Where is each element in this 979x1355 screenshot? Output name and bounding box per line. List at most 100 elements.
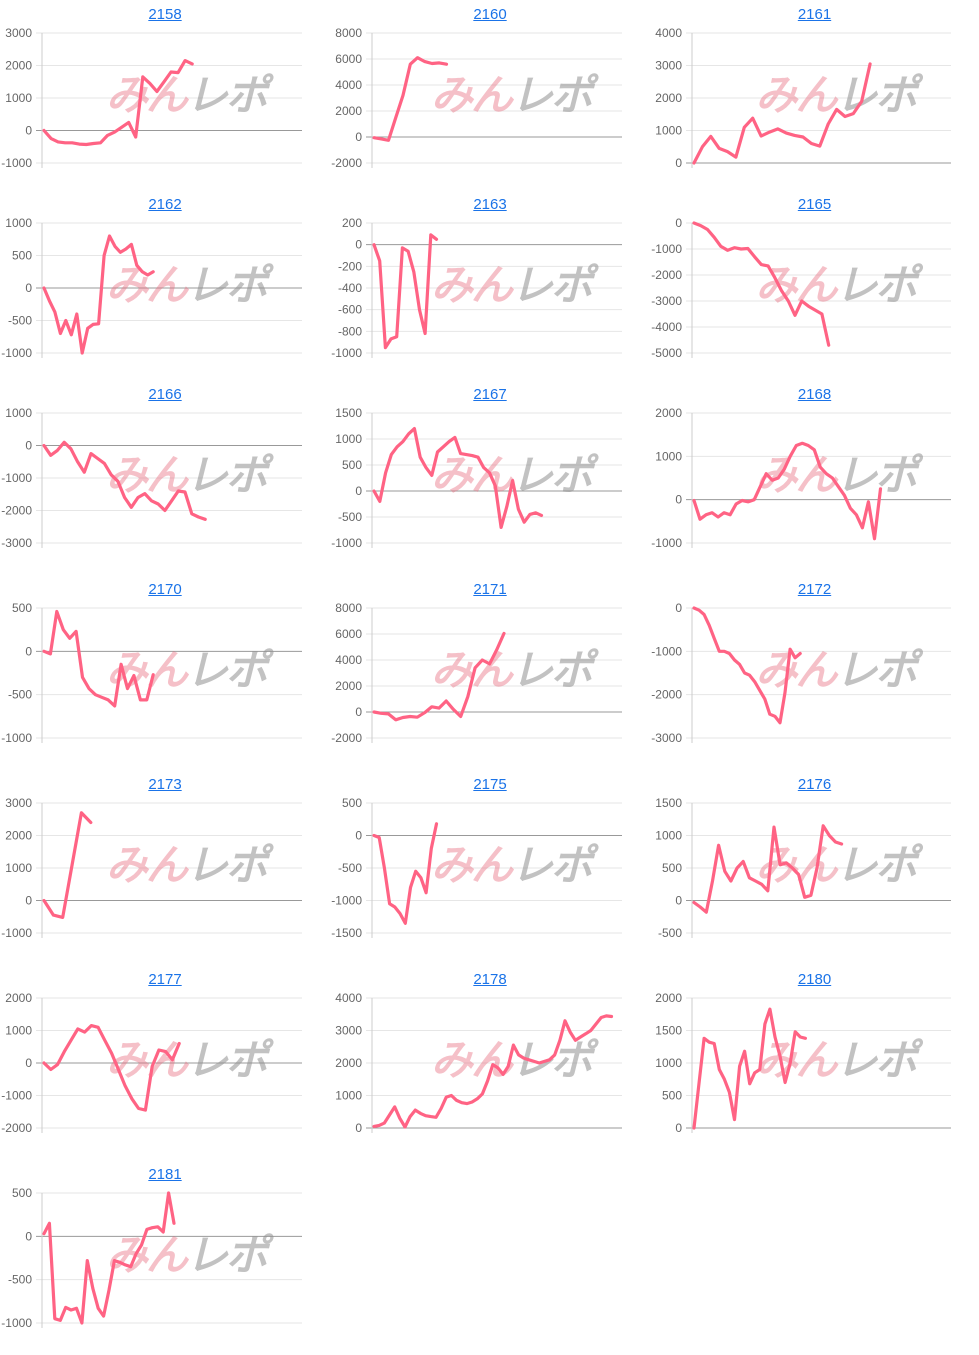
chart-title-row: 2172: [650, 575, 979, 601]
chart-title-row: 2162: [0, 190, 330, 216]
y-tick-label: 0: [355, 484, 362, 498]
y-tick-label: 2000: [335, 679, 362, 693]
chart-title-row: 2180: [650, 965, 979, 991]
line-chart-svg: 2000 1500 1000 500 0 みんレポ: [655, 991, 951, 1135]
chart-title-link[interactable]: 2161: [797, 6, 832, 23]
y-tick-label: 2000: [335, 1056, 362, 1070]
y-tick-label: 4000: [335, 78, 362, 92]
y-tick-label: -1000: [1, 471, 32, 485]
watermark-text-gray: レポ: [186, 645, 274, 694]
y-tick-label: -1000: [1, 926, 32, 940]
y-tick-label: 0: [355, 130, 362, 144]
y-tick-label: -2000: [651, 688, 682, 702]
y-tick-label: -500: [658, 926, 682, 940]
series-line: [692, 62, 872, 165]
chart-title-link[interactable]: 2167: [473, 386, 507, 403]
watermark-text-gray: レポ: [836, 840, 924, 889]
y-tick-label: 1000: [335, 1089, 362, 1103]
y-tick-label: 500: [12, 249, 32, 263]
watermark-text-gray: レポ: [836, 70, 924, 119]
watermark-text-gray: レポ: [836, 1035, 924, 1084]
y-tick-label: -2000: [331, 156, 362, 170]
chart-title-row: 2171: [330, 575, 650, 601]
watermark-text-gray: レポ: [511, 645, 599, 694]
series-line: [372, 427, 544, 530]
y-tick-label: -2000: [1, 1121, 32, 1135]
watermark: みんレポ: [431, 450, 599, 499]
y-tick-label: 0: [355, 1121, 362, 1135]
chart-title-link[interactable]: 2175: [473, 776, 507, 793]
series-line: [372, 631, 506, 722]
chart-title-link[interactable]: 2176: [797, 776, 832, 793]
series-line: [42, 58, 194, 147]
watermark-text-gray: レポ: [511, 450, 599, 499]
y-tick-label: 4000: [335, 653, 362, 667]
y-tick-label: -2000: [331, 731, 362, 745]
y-tick-label: 3000: [5, 26, 32, 40]
series-line: [692, 824, 844, 914]
series-line: [372, 56, 449, 142]
series-line: [42, 1191, 176, 1325]
watermark: みんレポ: [755, 1035, 923, 1084]
series-line: [42, 609, 155, 708]
y-tick-label: 500: [12, 601, 32, 615]
y-tick-label: 3000: [335, 1024, 362, 1038]
chart-cell: 2161 4000 3000 2000 1000 0 みんレポ: [650, 0, 979, 190]
chart-title-link[interactable]: 2165: [797, 196, 832, 213]
y-tick-label: 1000: [5, 406, 32, 420]
y-tick-label: 3000: [5, 796, 32, 810]
chart-title-link[interactable]: 2158: [148, 6, 182, 23]
chart-title-link[interactable]: 2166: [148, 386, 182, 403]
chart-title-link[interactable]: 2177: [148, 971, 182, 988]
y-tick-label: 2000: [335, 104, 362, 118]
y-tick-label: 1000: [5, 216, 32, 230]
chart-cell: 2178 4000 3000 2000 1000 0 みんレポ: [330, 965, 650, 1160]
y-tick-label: 0: [25, 124, 32, 138]
line-chart-svg: 1500 1000 500 0 -500 -1000 みんレポ: [331, 406, 622, 550]
y-tick-label: 0: [675, 1121, 682, 1135]
y-tick-label: 6000: [335, 52, 362, 66]
watermark-text-pink: みん: [106, 260, 190, 309]
chart-cell: 2163 200 0 -200 -400 -600 -800 -1000 みんレポ: [330, 190, 650, 380]
chart-title-link[interactable]: 2178: [473, 971, 507, 988]
chart-title-link[interactable]: 2163: [473, 196, 507, 213]
line-chart-svg: 500 0 -500 -1000 みんレポ: [1, 1186, 302, 1330]
chart-title-link[interactable]: 2173: [148, 776, 182, 793]
y-tick-label: -200: [338, 259, 362, 273]
chart-title-link[interactable]: 2160: [473, 6, 507, 23]
y-tick-label: 1000: [5, 1024, 32, 1038]
line-chart-svg: 4000 3000 2000 1000 0 みんレポ: [335, 991, 622, 1135]
series-line: [372, 822, 439, 925]
line-chart-svg: 2000 1000 0 -1000 みんレポ: [651, 406, 951, 550]
y-tick-label: 8000: [335, 601, 362, 615]
y-tick-label: 0: [25, 439, 32, 453]
y-tick-label: 1000: [655, 829, 682, 843]
watermark-text-pink: みん: [106, 1035, 190, 1084]
chart-title-row: 2177: [0, 965, 330, 991]
y-tick-label: -1000: [1, 731, 32, 745]
watermark-text-pink: みん: [431, 450, 515, 499]
watermark: みんレポ: [431, 260, 599, 309]
chart-title-link[interactable]: 2172: [797, 581, 832, 598]
chart-cell: 2166 1000 0 -1000 -2000 -3000 みんレポ: [0, 380, 330, 575]
y-tick-label: 0: [675, 156, 682, 170]
line-chart-svg: 3000 2000 1000 0 -1000 みんレポ: [1, 796, 302, 940]
chart-title-link[interactable]: 2168: [797, 386, 832, 403]
y-tick-label: 2000: [5, 991, 32, 1005]
chart-title-row: 2165: [650, 190, 979, 216]
y-tick-label: 200: [342, 216, 362, 230]
chart-title-row: 2158: [0, 0, 330, 26]
chart-title-link[interactable]: 2171: [473, 581, 507, 598]
line-chart-svg: 3000 2000 1000 0 -1000 みんレポ: [1, 26, 302, 170]
y-tick-label: -1000: [331, 346, 362, 360]
chart-title-link[interactable]: 2180: [797, 971, 832, 988]
watermark: みんレポ: [755, 450, 923, 499]
watermark-text-gray: レポ: [836, 645, 924, 694]
chart-title-link[interactable]: 2170: [148, 581, 182, 598]
watermark: みんレポ: [431, 1035, 599, 1084]
chart-title-link[interactable]: 2181: [148, 1166, 182, 1183]
chart-title-link[interactable]: 2162: [148, 196, 182, 213]
chart-cell: 2170 500 0 -500 -1000 みんレポ: [0, 575, 330, 770]
y-tick-label: 500: [342, 796, 362, 810]
